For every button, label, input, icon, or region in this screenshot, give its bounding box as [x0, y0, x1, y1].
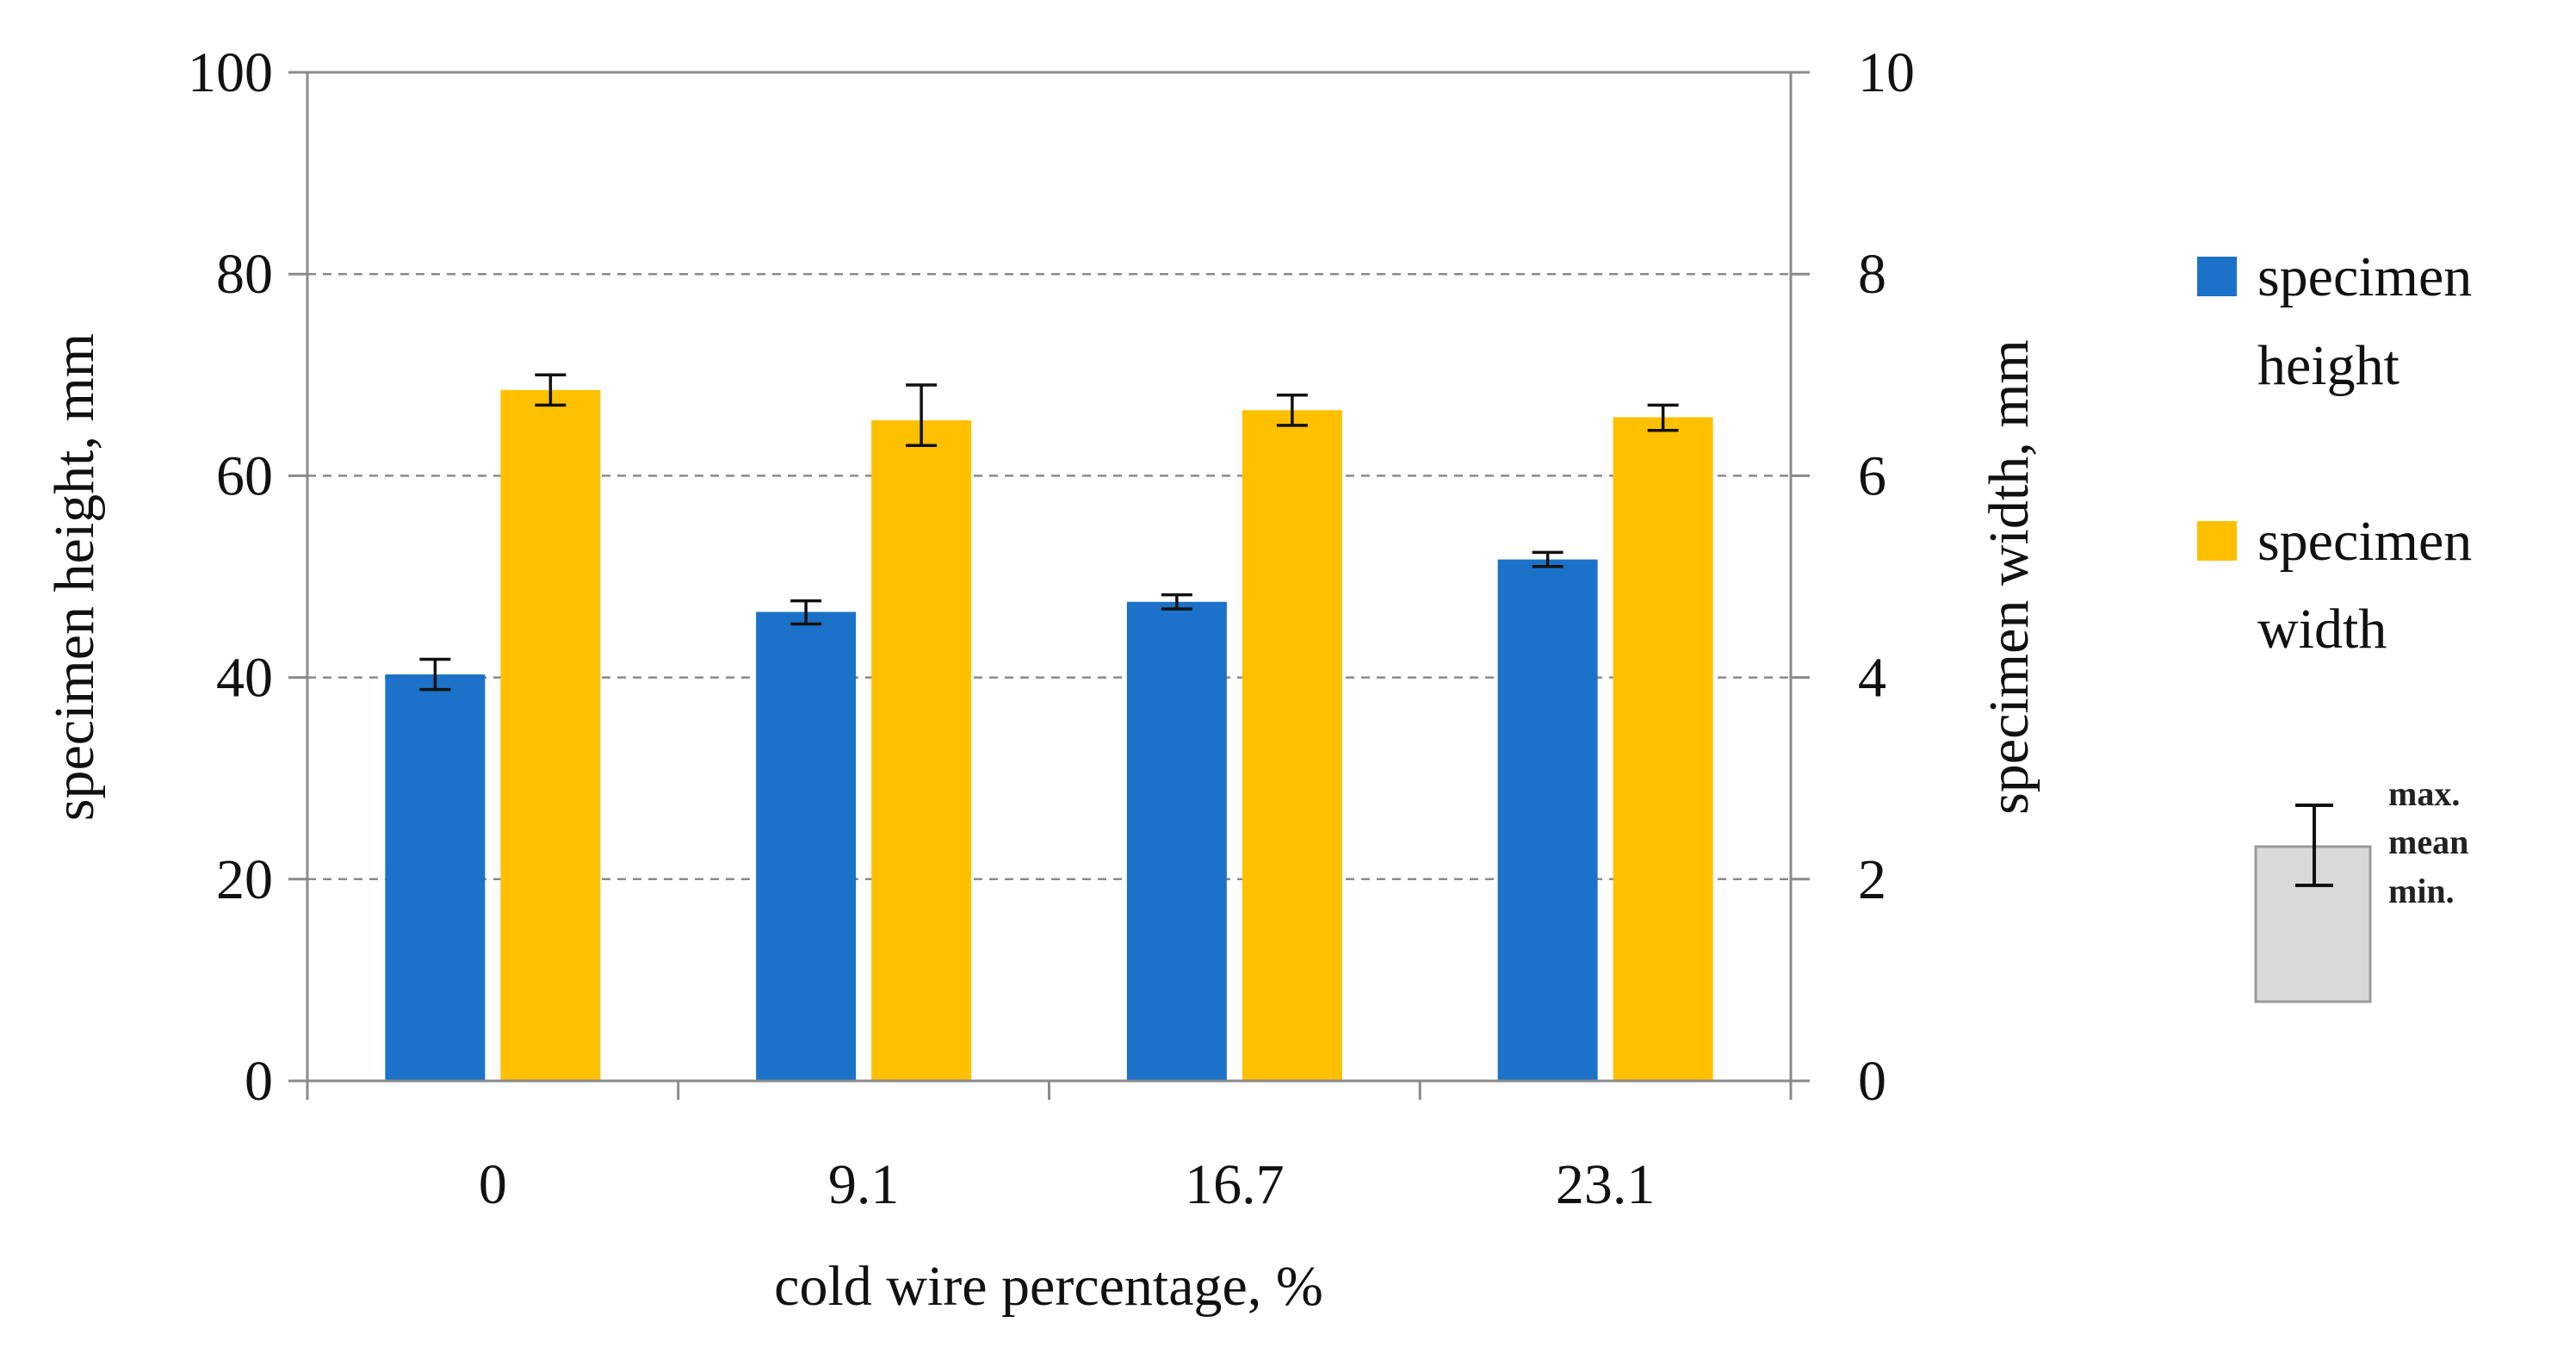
bar-height [385, 674, 486, 1081]
right-tick-labels: 0 2 4 6 8 10 [1858, 41, 1915, 1113]
bar-height [1497, 559, 1598, 1081]
bars [385, 389, 1713, 1081]
legend-width-line1: specimen [2257, 510, 2472, 573]
errorbar-key-mean: mean [2388, 822, 2468, 861]
y-tick-label-left: 60 [216, 444, 273, 507]
legend-swatch-width [2197, 521, 2237, 561]
y-tick-label-left: 100 [188, 41, 273, 104]
legend-width-line2: width [2257, 598, 2387, 661]
x-tick-label: 23.1 [1556, 1153, 1656, 1216]
x-tick-labels: 0 9.1 16.7 23.1 [479, 1153, 1656, 1216]
y-tick-label-right: 10 [1858, 41, 1915, 104]
y-axis-title-right: specimen width, mm [1978, 339, 2040, 815]
bar-width [1242, 410, 1342, 1081]
y-tick-label-left: 20 [216, 848, 273, 911]
axes [306, 72, 1793, 1083]
x-tick-label: 0 [479, 1153, 507, 1216]
errorbar-key-min: min. [2388, 872, 2455, 910]
legend-height-line1: specimen [2257, 245, 2472, 308]
x-axis-title: cold wire percentage, % [774, 1255, 1323, 1318]
bar-width [500, 389, 601, 1081]
bar-width [871, 419, 972, 1081]
x-tick-label: 16.7 [1185, 1153, 1285, 1216]
legend-height-line2: height [2257, 334, 2400, 397]
y-tick-label-right: 8 [1858, 243, 1886, 306]
y-tick-label-right: 4 [1858, 647, 1886, 710]
y-tick-label-right: 6 [1858, 444, 1886, 507]
y-tick-label-left: 40 [216, 647, 273, 710]
gridlines [288, 71, 1810, 1100]
error-bars [419, 373, 1679, 692]
legend-swatch-height [2197, 257, 2237, 296]
legend: specimen height specimen width [2197, 245, 2472, 661]
left-tick-labels: 0 20 40 60 80 100 [188, 41, 273, 1113]
y-tick-label-left: 80 [216, 243, 273, 306]
y-tick-label-right: 2 [1858, 848, 1886, 911]
y-axis-title-left: specimen height, mm [43, 333, 106, 821]
bar-width [1613, 417, 1713, 1081]
x-tick-label: 9.1 [828, 1153, 900, 1216]
errorbar-key-max: max. [2388, 774, 2460, 813]
y-tick-label-left: 0 [245, 1050, 273, 1113]
bar-height [1126, 601, 1227, 1081]
y-tick-label-right: 0 [1858, 1050, 1886, 1113]
errorbar-key: max. mean min. [2254, 774, 2468, 1003]
bar-height [756, 611, 857, 1081]
